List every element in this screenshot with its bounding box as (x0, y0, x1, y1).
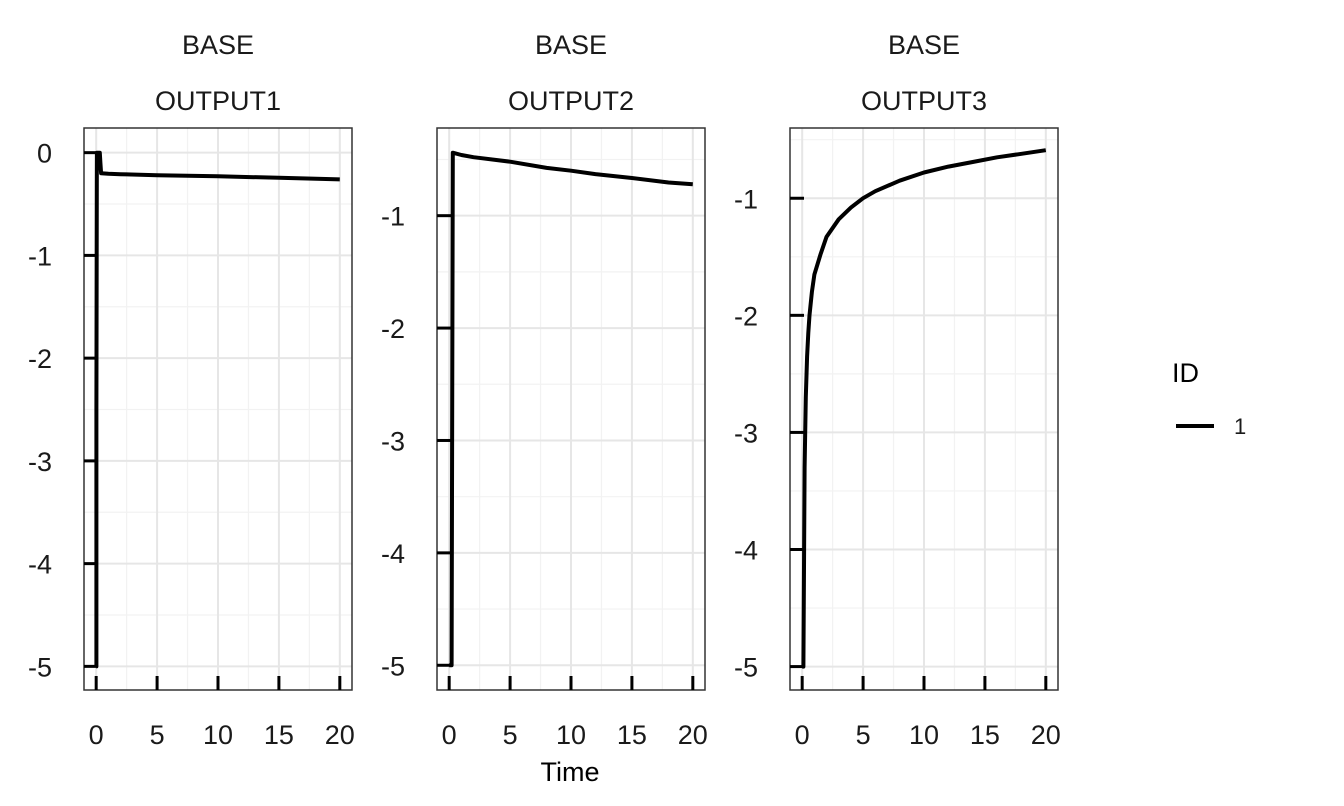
y-tick-label: -3 (381, 426, 405, 456)
x-tick-label: 5 (150, 720, 165, 750)
panel-1: BASE OUTPUT1 0 5 10 15 20 0 -1 -2 -3 -4 -5 (28, 30, 355, 750)
y-tick-label: -4 (734, 536, 758, 566)
x-tick-label: 15 (970, 720, 1000, 750)
x-tick-label: 10 (556, 720, 586, 750)
y-tick-label: -2 (381, 314, 405, 344)
panel-3: BASE OUTPUT3 0 5 10 15 20 -1 -2 -3 -4 -5 (734, 30, 1061, 750)
x-tick-label: 15 (617, 720, 647, 750)
x-tick-label: 20 (1031, 720, 1061, 750)
legend-label: 1 (1234, 414, 1246, 439)
x-axis-title: Time (541, 757, 600, 787)
panels: BASE OUTPUT1 0 5 10 15 20 0 -1 -2 -3 -4 -5 BASE OUTPUT… (28, 30, 1061, 750)
y-tick-label: -1 (28, 241, 52, 271)
y-tick-label: -2 (734, 301, 758, 331)
y-tick-label: -1 (734, 184, 758, 214)
x-tick-label: 10 (909, 720, 939, 750)
y-tick-label: -2 (28, 344, 52, 374)
y-tick-label: -1 (381, 202, 405, 232)
x-tick-label: 0 (442, 720, 457, 750)
y-tick-label: -4 (381, 539, 405, 569)
y-tick-label: -5 (381, 651, 405, 681)
y-tick-label: -4 (28, 550, 52, 580)
y-tick-label: -5 (28, 652, 52, 682)
panel-2: BASE OUTPUT2 0 5 10 15 20 -1 -2 -3 -4 -5 (381, 30, 708, 750)
x-tick-label: 20 (325, 720, 355, 750)
strip-label-top: BASE (535, 30, 607, 60)
strip-label-bottom: OUTPUT1 (155, 86, 281, 116)
legend-title: ID (1172, 358, 1199, 388)
strip-label-top: BASE (888, 30, 960, 60)
x-tick-label: 15 (264, 720, 294, 750)
x-tick-label: 5 (856, 720, 871, 750)
strip-label-top: BASE (182, 30, 254, 60)
x-tick-label: 0 (89, 720, 104, 750)
y-tick-label: -3 (28, 447, 52, 477)
x-tick-label: 20 (678, 720, 708, 750)
x-tick-label: 0 (795, 720, 810, 750)
series-line-1 (801, 148, 1047, 669)
x-tick-label: 10 (203, 720, 233, 750)
series-line-1 (94, 150, 340, 669)
series-line-1 (449, 150, 693, 668)
legend: ID 1 (1172, 358, 1246, 439)
y-tick-label: -3 (734, 418, 758, 448)
x-tick-label: 5 (503, 720, 518, 750)
strip-label-bottom: OUTPUT3 (861, 86, 987, 116)
strip-label-bottom: OUTPUT2 (508, 86, 634, 116)
y-tick-label: -5 (734, 653, 758, 683)
y-tick-label: 0 (37, 139, 52, 169)
